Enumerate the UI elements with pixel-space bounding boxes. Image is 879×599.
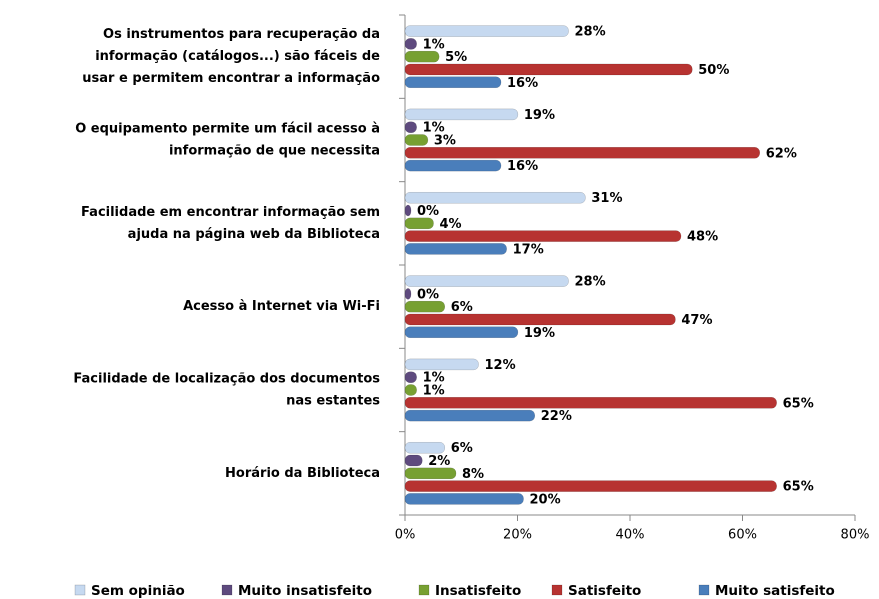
value-label: 17% — [513, 242, 544, 257]
bar — [404, 384, 417, 396]
bar — [404, 275, 569, 287]
value-label: 19% — [524, 326, 555, 341]
value-label: 1% — [423, 37, 445, 52]
category-label: informação (catálogos...) são fáceis de — [95, 49, 380, 64]
bar — [404, 454, 423, 467]
x-tick-label: 40% — [616, 528, 645, 543]
bar — [404, 63, 693, 76]
value-label: 5% — [445, 50, 467, 65]
category-label: informação de que necessita — [169, 144, 380, 159]
value-label: 0% — [417, 204, 439, 219]
value-label: 3% — [434, 134, 456, 149]
value-label: 16% — [507, 76, 538, 91]
bar — [404, 204, 412, 217]
bar — [404, 441, 445, 454]
bar — [404, 300, 445, 313]
legend-marker — [698, 584, 710, 596]
value-label: 19% — [524, 108, 555, 123]
bar — [404, 467, 457, 480]
value-label: 31% — [591, 191, 622, 206]
legend-label: Muito insatisfeito — [238, 583, 372, 599]
value-label: 8% — [462, 467, 484, 482]
bar — [404, 313, 676, 326]
bar — [404, 38, 417, 50]
value-label: 4% — [440, 217, 462, 232]
legend-marker — [74, 584, 86, 596]
bar — [404, 409, 535, 422]
category-label: Horário da Biblioteca — [225, 466, 380, 481]
bar — [404, 217, 434, 230]
bar — [404, 371, 417, 383]
legend-label: Insatisfeito — [435, 583, 521, 599]
legend-marker — [551, 584, 563, 596]
bar — [404, 243, 507, 255]
value-label: 6% — [451, 300, 473, 315]
value-label: 1% — [423, 121, 445, 136]
category-label: Acesso à Internet via Wi-Fi — [183, 299, 380, 314]
value-label: 12% — [485, 358, 516, 373]
value-label: 1% — [423, 371, 445, 386]
legend-label: Sem opinião — [91, 583, 185, 599]
value-label: 62% — [766, 146, 797, 161]
bar — [404, 159, 502, 172]
bar — [404, 108, 519, 121]
value-label: 1% — [423, 384, 445, 399]
bar — [404, 480, 777, 492]
value-label: 22% — [541, 409, 572, 424]
value-label: 65% — [783, 480, 814, 495]
bar — [404, 230, 682, 242]
value-label: 48% — [687, 230, 718, 245]
value-label: 16% — [507, 159, 538, 174]
bar — [404, 121, 417, 133]
bar — [404, 326, 519, 339]
category-label: usar e permitem encontrar a informação — [82, 71, 380, 86]
bar — [404, 493, 524, 505]
value-label: 47% — [681, 313, 712, 328]
x-tick-label: 80% — [841, 528, 870, 543]
legend-label: Satisfeito — [568, 583, 641, 599]
bar — [404, 397, 777, 409]
bar — [404, 76, 502, 89]
bar — [404, 134, 429, 146]
bar — [404, 50, 440, 63]
value-label: 6% — [451, 441, 473, 456]
legend-marker — [418, 584, 430, 596]
category-label: nas estantes — [286, 394, 380, 409]
bar — [404, 25, 569, 37]
category-label: O equipamento permite um fácil acesso à — [75, 122, 380, 137]
legend-label: Muito satisfeito — [715, 583, 835, 599]
category-label: Facilidade em encontrar informação sem — [81, 205, 380, 220]
value-label: 28% — [575, 275, 606, 290]
category-label: Facilidade de localização dos documentos — [73, 372, 380, 387]
bar — [404, 191, 586, 204]
bar — [404, 147, 760, 159]
x-tick-label: 20% — [503, 528, 532, 543]
value-label: 2% — [428, 454, 450, 469]
category-label: Os instrumentos para recuperação da — [103, 27, 380, 42]
legend-marker — [221, 584, 233, 596]
value-label: 50% — [698, 63, 729, 78]
x-tick-label: 60% — [728, 528, 757, 543]
bar — [404, 288, 412, 300]
value-label: 0% — [417, 287, 439, 302]
value-label: 28% — [575, 25, 606, 40]
value-label: 20% — [530, 492, 561, 507]
value-label: 65% — [783, 396, 814, 411]
bar — [404, 358, 479, 371]
x-tick-label: 0% — [395, 528, 416, 543]
category-label: ajuda na página web da Biblioteca — [128, 227, 380, 242]
